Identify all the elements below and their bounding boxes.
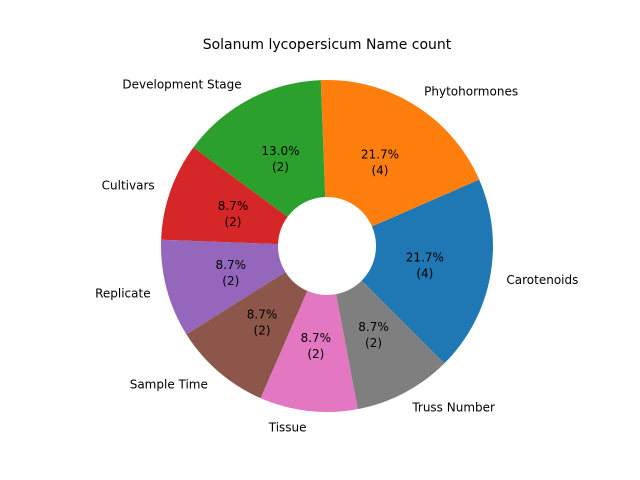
slice-pct-sample-time: 8.7% <box>247 307 278 321</box>
slice-pct-replicate: 8.7% <box>216 258 247 272</box>
slice-label-phytohormones: Phytohormones <box>424 84 518 98</box>
slice-pct-label-sample-time: 8.7% (2) <box>247 307 278 337</box>
slice-pct-cultivars: 8.7% <box>218 199 249 213</box>
pie-slices <box>161 80 493 412</box>
pie-slice-tissue <box>260 290 358 412</box>
slice-pct-label-carotenoids: 21.7% (4) <box>406 251 444 281</box>
slice-count-phytohormones: (4) <box>371 164 388 178</box>
slice-count-carotenoids: (4) <box>416 267 433 281</box>
pie-slice-phytohormones <box>320 80 480 227</box>
slice-pct-truss-number: 8.7% <box>358 320 389 334</box>
slice-label-development-stage: Development Stage <box>122 78 241 92</box>
slice-pct-label-cultivars: 8.7% (2) <box>218 199 249 229</box>
pie-slice-cultivars <box>161 147 288 245</box>
slice-pct-label-development-stage: 13.0% (2) <box>261 144 299 174</box>
pie-slice-development-stage <box>193 80 326 217</box>
slice-pct-development-stage: 13.0% <box>261 144 299 158</box>
pie-slice-truss-number <box>336 280 445 410</box>
slice-pct-label-phytohormones: 21.7% (4) <box>361 148 399 178</box>
slice-pct-label-replicate: 8.7% (2) <box>216 258 247 288</box>
slice-label-truss-number: Truss Number <box>411 400 495 414</box>
slice-count-tissue: (2) <box>307 347 324 361</box>
pie-slice-sample-time <box>186 272 308 399</box>
slice-pct-tissue: 8.7% <box>301 331 332 345</box>
slice-count-replicate: (2) <box>222 274 239 288</box>
slice-label-replicate: Replicate <box>95 286 151 300</box>
slice-count-development-stage: (2) <box>272 160 289 174</box>
slice-pct-carotenoids: 21.7% <box>406 251 444 265</box>
slice-pct-label-tissue: 8.7% (2) <box>301 331 332 361</box>
slice-label-sample-time: Sample Time <box>130 377 208 391</box>
slice-label-tissue: Tissue <box>268 420 307 434</box>
slice-count-cultivars: (2) <box>224 215 241 229</box>
pie-labels: Carotenoids 21.7% (4) Phytohormones 21.7% (4)… <box>95 78 578 435</box>
slice-pct-label-truss-number: 8.7% (2) <box>358 320 389 350</box>
pie-slice-replicate <box>161 239 286 335</box>
slice-label-carotenoids: Carotenoids <box>506 273 578 287</box>
chart-title: Solanum lycopersicum Name count <box>203 37 452 53</box>
slice-count-sample-time: (2) <box>254 323 271 337</box>
slice-count-truss-number: (2) <box>365 336 382 350</box>
slice-label-cultivars: Cultivars <box>102 179 155 193</box>
slice-pct-phytohormones: 21.7% <box>361 148 399 162</box>
pie-slice-carotenoids <box>361 179 493 364</box>
